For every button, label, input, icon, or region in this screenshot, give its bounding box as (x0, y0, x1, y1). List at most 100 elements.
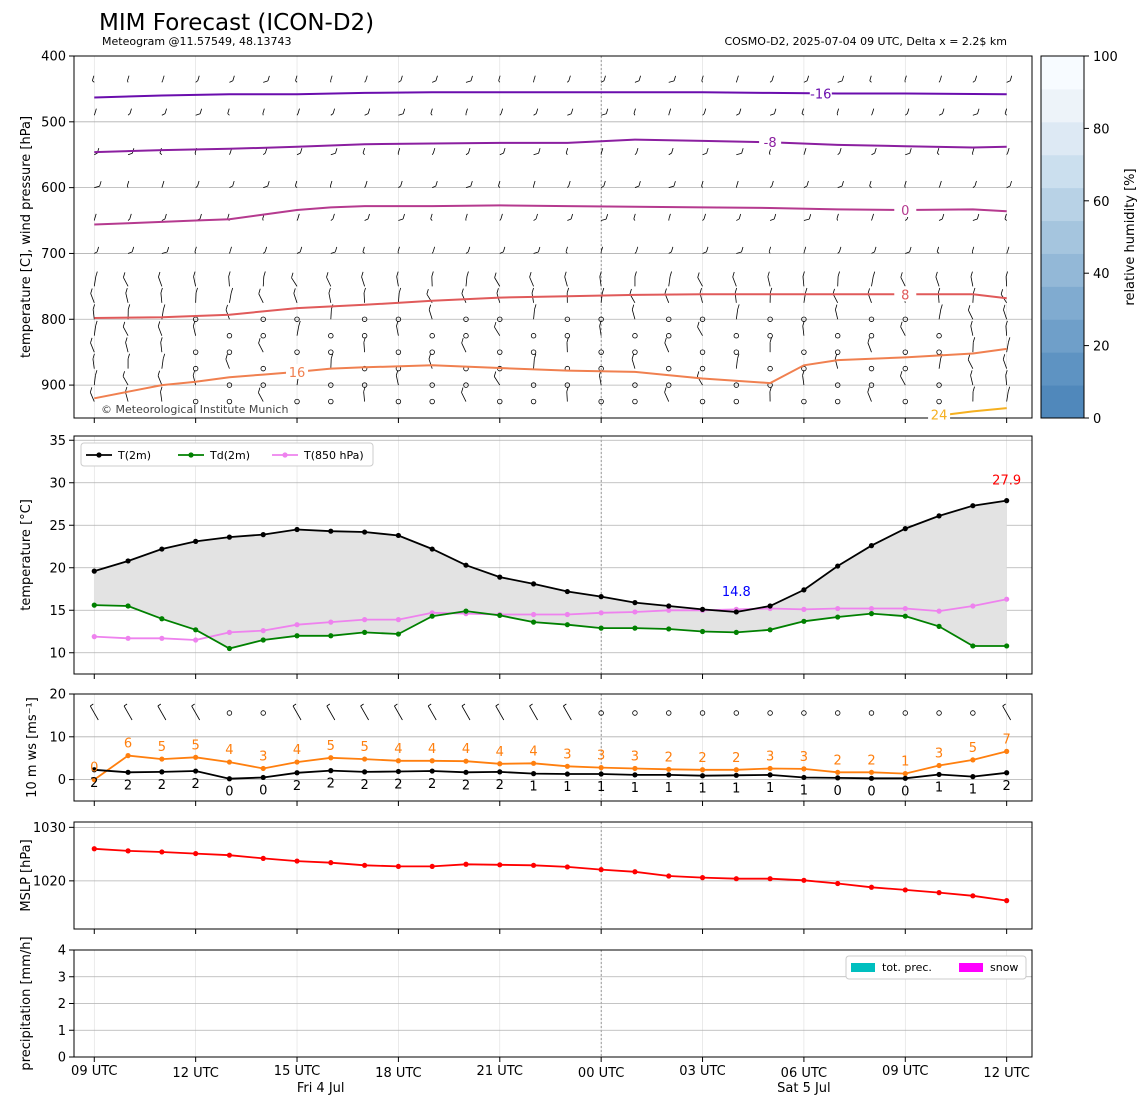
wind-barb-flag (432, 147, 436, 154)
gust-value-label: 7 (1003, 732, 1011, 747)
wind-barb-flag (326, 272, 329, 278)
series-point (699, 773, 706, 779)
wind-barb (837, 80, 843, 83)
series-point (159, 546, 165, 552)
x-tick-label: 15 UTC (274, 1064, 320, 1079)
wind-barb (122, 376, 129, 386)
wind-barb (668, 80, 675, 83)
series-point (530, 581, 537, 587)
series-point (294, 770, 300, 776)
wind-barb-flag (874, 246, 877, 252)
wind-barb (364, 113, 369, 116)
wind-barb (89, 392, 95, 402)
wind-barb (161, 218, 166, 221)
wind-barb (769, 185, 773, 188)
wind-barb (330, 309, 332, 320)
wind-barb-flag (123, 703, 128, 707)
y-tick-label: 0 (58, 1051, 66, 1066)
wind-barb (93, 113, 96, 116)
wind-barb-flag (767, 271, 770, 277)
panel-temperature: 10 15 20 25 30 35 temperature [°C] 14.8 27.9 T(2m… (19, 434, 1033, 679)
wind-barb (363, 292, 366, 303)
wind-barb (599, 325, 602, 336)
series-point (362, 617, 368, 623)
series-line-T(850 hPa) (94, 598, 1007, 641)
wind-barb-flag (673, 181, 676, 187)
calm-wind-circle (260, 333, 266, 339)
wind-barb-flag (468, 148, 471, 154)
temperature-legend: T(2m) Td(2m) T(850 hPa) (80, 442, 374, 467)
series-point (294, 759, 300, 765)
gust-value-label: 5 (969, 741, 977, 756)
y-axis-label: temperature [C], wind pressure [hPa] (19, 116, 34, 358)
wind-barb-flag (703, 108, 707, 114)
wind-barb (229, 80, 234, 83)
series-point (666, 766, 672, 772)
wind-barb (871, 218, 873, 221)
wind-barb (1003, 309, 1008, 320)
wind-barb-flag (631, 304, 635, 310)
series-line-mean (94, 768, 1007, 780)
series-point (193, 768, 199, 774)
calm-wind-circle (868, 382, 875, 388)
wind-barb (697, 277, 703, 287)
series-point (260, 774, 266, 781)
extreme-annotation: 14.8 (722, 585, 751, 600)
y-tick-label: 10 (49, 730, 66, 745)
calm-wind-circle (699, 365, 706, 372)
series-point (429, 768, 435, 774)
colorbar-tick-label: 60 (1093, 195, 1110, 210)
wind-barb (90, 342, 95, 353)
wind-barb (938, 80, 941, 83)
wind-barb (93, 276, 97, 287)
wind-barb (736, 152, 742, 156)
legend-swatch-marker (282, 452, 288, 458)
series-point (260, 628, 266, 634)
wind-barb-flag (737, 304, 740, 310)
series-point (868, 605, 875, 612)
wind-barb (493, 376, 501, 386)
wind-barb (837, 152, 840, 156)
mean-wind-value-label: 2 (327, 777, 335, 792)
y-axis-label: MSLP [hPa] (19, 839, 34, 911)
calm-wind-circle (497, 316, 503, 322)
panel-frame (73, 693, 1033, 802)
series-point (395, 758, 402, 764)
gust-value-label: 2 (732, 751, 740, 766)
calm-wind-circle (970, 710, 976, 716)
wind-barb-flag (94, 108, 97, 114)
wind-barb-flag (493, 371, 497, 377)
series-point (125, 848, 131, 854)
wind-barb-flag (398, 287, 402, 294)
series-point (294, 633, 300, 639)
wind-barb-flag (89, 387, 93, 393)
calm-wind-circle (598, 710, 604, 716)
legend-label: Td(2m) (209, 449, 250, 462)
wind-barb (363, 391, 366, 402)
wind-barb (123, 277, 129, 287)
wind-barb-flag (292, 703, 297, 707)
series-point (395, 863, 402, 870)
wind-barb (361, 276, 365, 287)
gust-value-label: 5 (327, 739, 335, 754)
calm-wind-circle (564, 333, 571, 339)
mean-wind-value-label: 1 (800, 783, 808, 798)
gust-value-label: 4 (496, 745, 504, 760)
wind-barb (871, 276, 874, 287)
mean-wind-value-label: 0 (901, 784, 909, 799)
wind-barb-flag (803, 246, 807, 252)
wind-barb-flag (935, 271, 938, 278)
series-point (362, 629, 368, 635)
isotherm-label: 16 (289, 366, 306, 381)
wind-barb-flag (99, 181, 102, 187)
y-tick-label: 500 (41, 115, 66, 130)
location-subtitle: Meteogram @11.57549, 48.13743 (102, 35, 292, 48)
wind-barb-flag (195, 287, 198, 294)
wind-barb (258, 343, 264, 353)
wind-barb (529, 276, 534, 287)
series-point (970, 603, 976, 609)
calm-wind-circle (463, 333, 469, 339)
series-point (632, 869, 638, 875)
gust-value-label: 5 (192, 738, 200, 753)
wind-barb-flag (769, 287, 773, 294)
